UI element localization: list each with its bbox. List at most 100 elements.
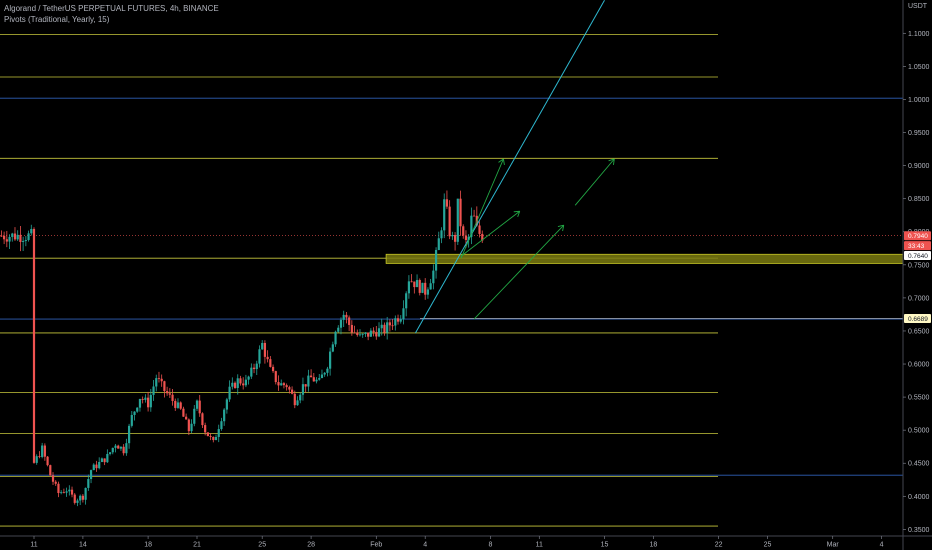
candle-body [32,228,36,463]
candle-body [35,456,38,463]
candle-body [386,322,389,333]
candle-body [46,456,49,466]
projection-arrow[interactable] [473,224,565,320]
candle-body [348,317,351,325]
x-tick-label: 28 [307,542,315,549]
y-tick-label: 0.8500 [908,196,930,203]
candle-body [223,409,226,422]
y-tick-label: 0.3500 [908,527,930,534]
candle-body [187,419,190,432]
candle-body [217,429,220,437]
candle-body [429,283,432,290]
y-tick-label: 0.9000 [908,163,930,170]
candle-body [152,386,155,395]
candle-body [149,394,152,408]
candle-body [5,239,8,242]
candle-body [353,332,356,334]
candle-body [89,470,93,480]
candle-body [443,199,446,231]
candle-body [299,394,302,401]
candle-body [367,332,370,337]
candle-body [261,342,264,350]
candle-body [166,391,169,394]
candle-body [206,432,209,437]
arrow-head [608,158,615,162]
trendline[interactable] [414,0,605,334]
projection-arrow[interactable] [574,158,615,206]
projection-arrow[interactable] [460,210,521,257]
price-badge-label: 0.7640 [908,253,928,260]
candle-body [263,342,267,357]
candle-body [111,447,114,453]
candle-body [255,363,258,370]
candle-body [65,491,68,493]
y-tick-label: 1.0000 [908,97,930,104]
candle-body [163,381,166,392]
candle-body [434,250,438,271]
arrow-head [613,158,615,165]
x-tick-label: 14 [79,542,87,549]
candle-body [405,293,408,309]
candle-body [68,489,71,492]
candle-body [100,458,104,462]
candle-body [301,384,305,395]
candle-body [312,377,315,382]
candle-body [220,421,223,430]
candle-body [212,436,215,441]
candle-body [342,314,345,320]
price-axis[interactable] [903,0,932,550]
candle-body [185,416,188,420]
candle-body [415,280,419,288]
candle-body [290,389,294,394]
price-badge-label: 33:43 [908,243,925,250]
candle-body [155,378,158,387]
candle-body [95,464,98,469]
candle-body [11,233,14,237]
candle-body [375,332,378,337]
candle-body [182,408,185,417]
candle-body [190,423,193,432]
candle-body [372,330,375,333]
candle-body [473,215,476,217]
candle-body [231,382,234,387]
candle-body [176,402,180,408]
candle-body [304,384,307,387]
candle-body [326,368,329,373]
x-tick-label: 18 [650,542,658,549]
candle-body [81,495,84,500]
y-tick-label: 0.4500 [908,461,930,468]
resistance-zone[interactable] [385,253,904,264]
candle-body [388,322,391,326]
candle-body [478,225,481,234]
x-tick-label: 18 [144,542,152,549]
candle-body [70,489,74,495]
candle-body [76,500,79,503]
candle-body [280,383,283,386]
arrow-head [562,225,565,232]
candle-body [391,325,394,327]
candle-body [464,235,468,240]
candle-body [24,240,27,241]
x-tick-label: 4 [423,542,427,549]
price-badge [904,231,931,241]
candle-body [481,233,484,241]
candle-body [356,332,359,335]
y-tick-label: 1.0500 [908,64,930,71]
candle-body [60,492,63,494]
projection-arrow[interactable] [460,158,504,259]
candle-body [138,398,142,408]
candle-body [49,465,52,476]
candle-body [266,356,269,360]
candle-body [244,379,247,386]
candle-body [282,383,286,386]
candle-body [228,386,231,400]
candle-body [233,382,237,388]
candle-body [127,425,131,444]
candle-body [418,280,421,293]
y-tick-label: 0.5000 [908,428,930,435]
x-tick-label: 25 [258,542,266,549]
x-tick-label: 22 [715,542,723,549]
y-tick-label: 0.9500 [908,130,930,137]
candle-body [38,456,41,458]
